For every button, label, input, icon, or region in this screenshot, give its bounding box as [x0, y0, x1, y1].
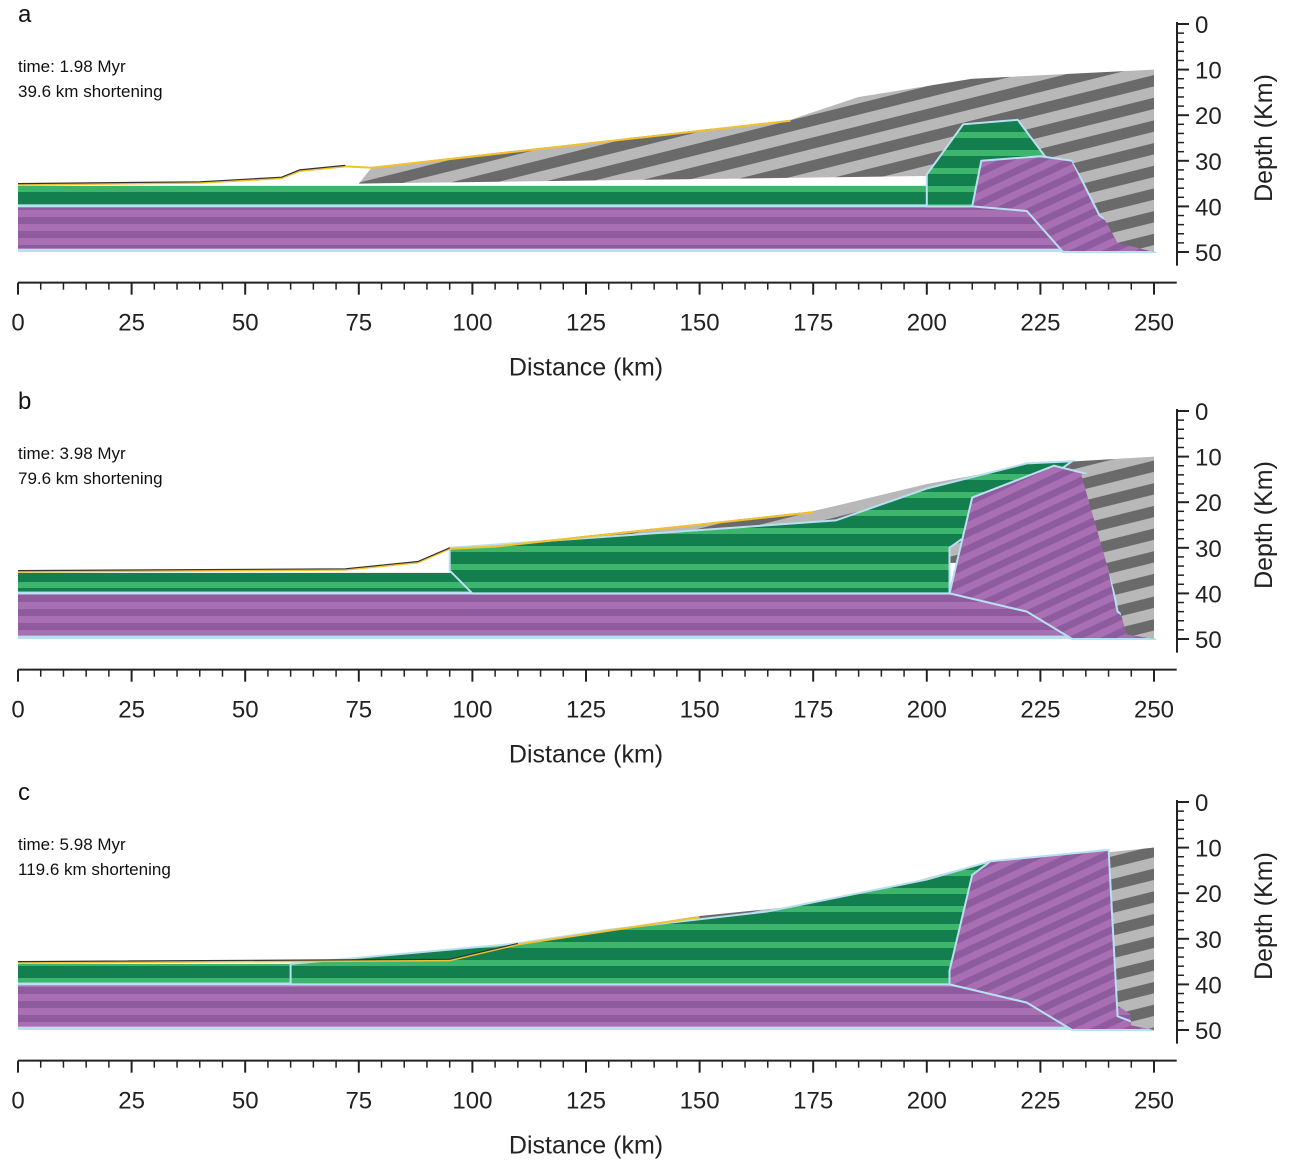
x-tick-label: 175: [793, 1088, 833, 1115]
x-tick-label: 200: [907, 310, 947, 337]
x-tick-label: 200: [907, 1088, 947, 1115]
thrust-fan: [1072, 69, 1154, 252]
layer-green: [18, 572, 473, 592]
annotation: time: 3.98 Myr: [18, 444, 126, 463]
x-tick-label: 25: [118, 1088, 145, 1115]
x-tick-label: 50: [232, 1088, 259, 1115]
x-tick-label: 250: [1134, 1088, 1174, 1115]
x-tick-label: 250: [1134, 310, 1174, 337]
y-tick-label: 40: [1195, 972, 1222, 999]
x-tick-label: 50: [232, 697, 259, 724]
x-tick-label: 150: [680, 697, 720, 724]
surface: [17, 942, 518, 963]
y-tick-label: 20: [1195, 103, 1222, 130]
panel-label: c: [18, 779, 30, 806]
y-tick-label: 40: [1195, 194, 1222, 221]
x-tick-label: 175: [793, 697, 833, 724]
surface: [17, 547, 450, 572]
layer-detachment: [18, 1026, 1154, 1030]
x-tick-label: 225: [1020, 1088, 1060, 1115]
thrust-fan: [1113, 847, 1154, 1030]
y-tick-label: 50: [1195, 627, 1222, 654]
x-tick-label: 125: [566, 310, 606, 337]
y-tick-label: 30: [1195, 149, 1222, 176]
x-tick-label: 125: [566, 697, 606, 724]
annotation: 39.6 km shortening: [18, 82, 163, 101]
x-tick-label: 175: [793, 310, 833, 337]
annotation: 119.6 km shortening: [18, 860, 171, 879]
x-axis-label: Distance (km): [509, 1132, 663, 1160]
layer-basement: [18, 984, 1154, 1027]
basement-uplift: [948, 848, 1155, 1031]
layer-green: [18, 963, 291, 983]
x-tick-label: 75: [345, 1088, 372, 1115]
x-tick-label: 50: [232, 310, 259, 337]
y-tick-label: 20: [1195, 881, 1222, 908]
y-tick-label: 40: [1195, 581, 1222, 608]
x-tick-label: 100: [452, 697, 492, 724]
y-tick-label: 30: [1195, 536, 1222, 563]
cross-section: [17, 847, 1155, 1031]
y-tick-label: 0: [1195, 790, 1208, 817]
y-tick-label: 30: [1195, 927, 1222, 954]
annotation: time: 5.98 Myr: [18, 835, 126, 854]
y-tick-label: 0: [1195, 12, 1208, 39]
y-axis-label: Depth (Km): [1250, 461, 1278, 589]
x-tick-label: 0: [11, 310, 24, 337]
x-tick-label: 225: [1020, 697, 1060, 724]
y-axis-label: Depth (Km): [1250, 74, 1278, 202]
thrust-fan: [1081, 456, 1154, 639]
y-tick-label: 0: [1195, 399, 1208, 426]
x-tick-label: 25: [118, 310, 145, 337]
y-axis-label: Depth (Km): [1250, 852, 1278, 980]
x-tick-label: 75: [345, 310, 372, 337]
layer-detachment: [18, 248, 1154, 252]
y-tick-label: 10: [1195, 58, 1222, 85]
x-tick-label: 100: [452, 1088, 492, 1115]
x-axis-label: Distance (km): [509, 741, 663, 769]
x-axis-label: Distance (km): [509, 354, 663, 382]
layer-detachment: [18, 204, 1154, 208]
x-tick-label: 25: [118, 697, 145, 724]
wedge-gray: [358, 69, 1154, 252]
layer-basement: [18, 206, 1154, 249]
y-tick-label: 10: [1195, 445, 1222, 472]
annotation: 79.6 km shortening: [18, 469, 163, 488]
x-tick-label: 150: [680, 310, 720, 337]
x-tick-label: 100: [452, 310, 492, 337]
x-tick-label: 150: [680, 1088, 720, 1115]
x-tick-label: 250: [1134, 697, 1174, 724]
panel-label: a: [18, 1, 32, 28]
layer-green: [18, 185, 927, 205]
y-tick-label: 20: [1195, 490, 1222, 517]
x-tick-label: 0: [11, 697, 24, 724]
y-tick-label: 50: [1195, 240, 1222, 267]
x-tick-label: 0: [11, 1088, 24, 1115]
x-tick-label: 75: [345, 697, 372, 724]
cross-section: [17, 69, 1158, 253]
y-tick-label: 50: [1195, 1018, 1222, 1045]
annotation: time: 1.98 Myr: [18, 57, 126, 76]
panel-label: b: [18, 388, 31, 415]
layer-basement: [18, 593, 1154, 636]
x-tick-label: 225: [1020, 310, 1060, 337]
x-tick-label: 125: [566, 1088, 606, 1115]
layer-detachment: [18, 635, 1154, 639]
y-tick-label: 10: [1195, 836, 1222, 863]
surface: [17, 164, 346, 185]
cross-section: [17, 456, 1157, 640]
x-tick-label: 200: [907, 697, 947, 724]
